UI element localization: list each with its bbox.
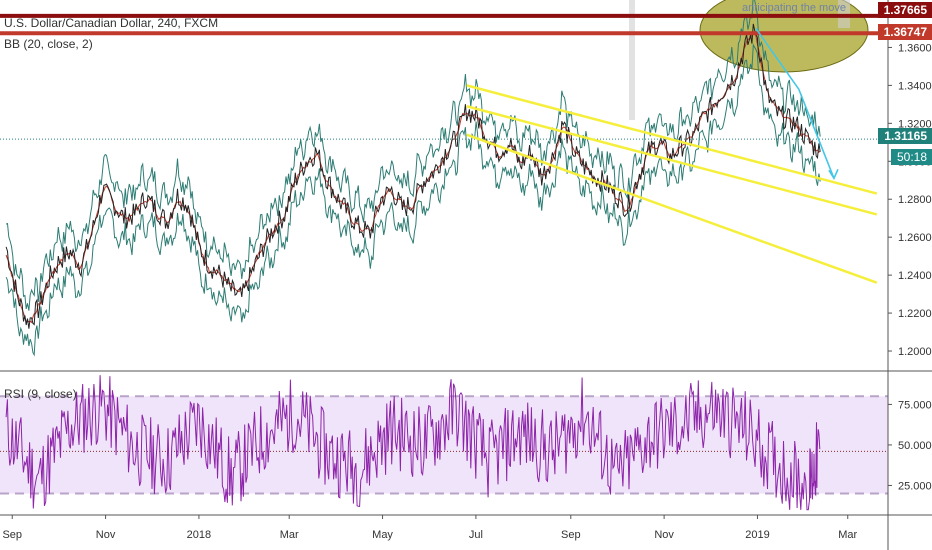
time-axis-label: Mar [280, 529, 299, 541]
time-axis-label: Mar [838, 529, 857, 541]
channel-lower-line [466, 133, 878, 284]
rsi-axis-label: 25.0000 [898, 480, 932, 492]
time-axis-label: 2019 [745, 529, 769, 541]
bb-upper-band [5, 0, 821, 311]
rsi-band-fill [0, 396, 888, 494]
price-axis-label: 1.36000 [898, 42, 932, 54]
rsi-indicator-label[interactable]: RSI (9, close) [4, 387, 77, 401]
highlight-ellipse [699, 0, 869, 73]
price-axis-label: 1.34000 [898, 80, 932, 92]
price-axis-label: 1.22000 [898, 308, 932, 320]
bb-lower-band [5, 43, 821, 357]
projected-path-arrowhead [828, 169, 839, 181]
time-axis-label: Nov [96, 529, 116, 541]
channel-middle-line [466, 105, 878, 216]
time-axis-label: 2018 [187, 529, 211, 541]
lower-resistance-badge: 1.36747 [877, 24, 932, 40]
rsi-axis-label: 75.0000 [898, 399, 932, 411]
vertical-streak [629, 0, 635, 120]
time-axis-label: Sep [561, 529, 581, 541]
annotation-note: anticipating the move [742, 2, 846, 14]
price-axis-label: 1.28000 [898, 194, 932, 206]
time-axis-label: May [372, 529, 393, 541]
bb-indicator-label[interactable]: BB (20, close, 2) [4, 37, 93, 51]
price-axis-label: 1.24000 [898, 270, 932, 282]
countdown-badge: 50:18 [890, 149, 932, 165]
price-axis-label: 1.26000 [898, 232, 932, 244]
rsi-panel [0, 375, 888, 511]
symbol-title: U.S. Dollar/Canadian Dollar, 240, FXCM [4, 16, 219, 30]
channel-upper-line [466, 84, 878, 195]
time-axis-label: Sep [2, 529, 22, 541]
upper-resistance-badge: 1.37665 [877, 2, 932, 18]
price-line [5, 23, 821, 329]
time-axis-label: Nov [654, 529, 674, 541]
bb-basis-line [5, 32, 821, 324]
rsi-axis-label: 50.0000 [898, 440, 932, 452]
rsi-line [5, 375, 821, 511]
price-axis-label: 1.32000 [898, 118, 932, 130]
time-axis-label: Jul [469, 529, 483, 541]
projected-path [755, 28, 835, 179]
price-panel [0, 0, 888, 357]
current-price-badge: 1.31165 [878, 128, 932, 144]
price-axis-label: 1.20000 [898, 346, 932, 358]
